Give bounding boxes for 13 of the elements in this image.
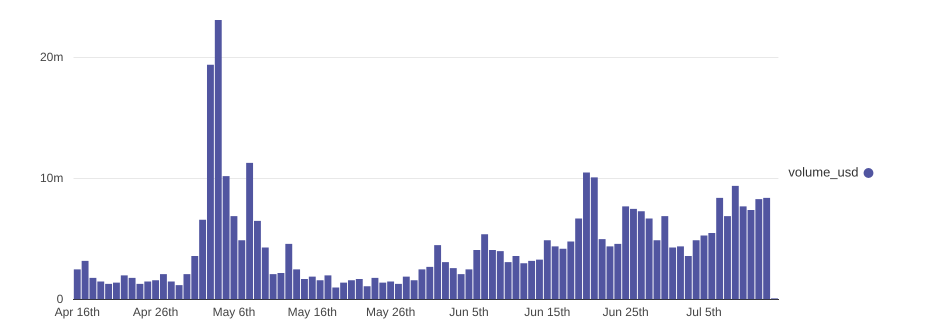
x-tick-label: May 6th [212, 305, 256, 320]
x-tick-label: Jul 5th [686, 305, 722, 320]
x-tick-label: May 26th [366, 305, 416, 320]
y-tick-label: 10m [40, 170, 64, 185]
x-tick-label: Jun 5th [449, 305, 489, 320]
legend-label: volume_usd [788, 164, 858, 180]
x-tick-label: Apr 16th [54, 305, 100, 320]
x-tick-label: Apr 26th [132, 305, 178, 320]
x-tick-label: Jun 15th [524, 305, 570, 320]
x-tick-label: Jun 25th [602, 305, 649, 320]
y-tick-label: 20m [40, 50, 64, 64]
x-tick-label: May 16th [288, 305, 337, 320]
y-tick-label: 0 [56, 292, 64, 306]
